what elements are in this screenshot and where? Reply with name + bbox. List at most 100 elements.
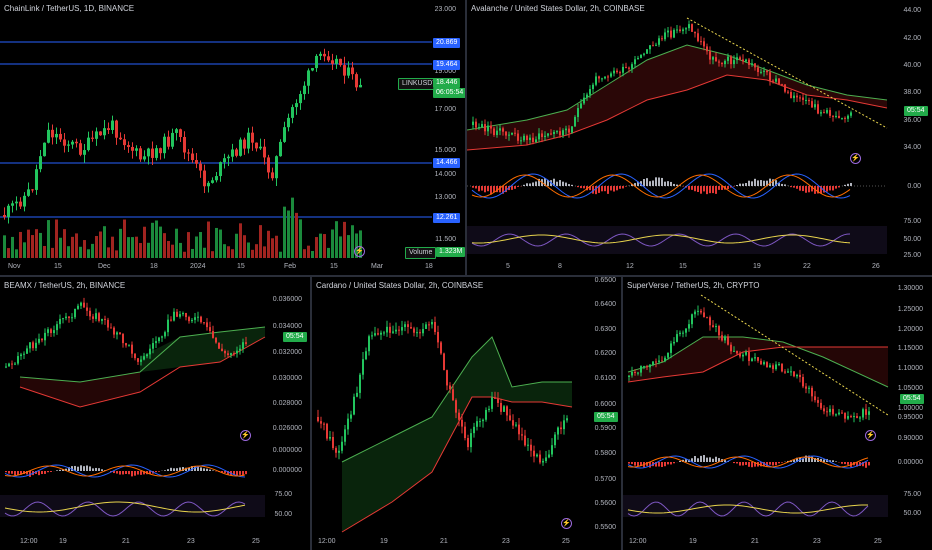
- flash-icon[interactable]: ⚡: [561, 518, 572, 529]
- price-axis-label: 36.00: [903, 117, 921, 124]
- candle: [211, 180, 214, 183]
- flash-icon[interactable]: ⚡: [850, 153, 861, 164]
- candle: [135, 148, 138, 151]
- flash-icon[interactable]: ⚡: [354, 246, 365, 257]
- macd-bar: [715, 456, 717, 462]
- price-chart[interactable]: [467, 0, 932, 275]
- chart-pane-sxp[interactable]: SuperVerse / TetherUS, 2h, CRYPTO 1.3000…: [623, 277, 932, 550]
- macd-bar: [697, 186, 699, 193]
- candle: [787, 91, 789, 93]
- level-tag[interactable]: 19.464: [433, 60, 461, 70]
- price-chart[interactable]: [623, 277, 932, 550]
- chart-pane-avax[interactable]: Avalanche / United States Dollar, 2h, CO…: [467, 0, 932, 275]
- volume-bar: [39, 232, 42, 258]
- macd-bar: [835, 461, 837, 462]
- candle: [484, 124, 486, 132]
- macd-bar: [865, 462, 867, 468]
- macd-bar: [829, 186, 831, 191]
- time-axis-label: Nov: [8, 263, 21, 270]
- candle: [259, 146, 262, 149]
- macd-bar: [841, 462, 843, 464]
- level-tag[interactable]: 20.869: [433, 38, 461, 48]
- macd-bar: [844, 462, 846, 465]
- flash-icon[interactable]: ⚡: [865, 430, 876, 441]
- pane-divider[interactable]: [0, 275, 932, 277]
- symbol-title[interactable]: Avalanche / United States Dollar, 2h, CO…: [471, 4, 645, 13]
- pane-divider[interactable]: [465, 0, 467, 275]
- candle: [31, 189, 34, 191]
- candle: [101, 318, 103, 321]
- candle: [667, 352, 669, 358]
- pane-divider[interactable]: [621, 277, 623, 550]
- candle: [231, 149, 234, 157]
- symbol-title[interactable]: BEAMX / TetherUS, 2h, BINANCE: [4, 281, 126, 290]
- candle: [832, 408, 834, 415]
- chart-pane-beamx[interactable]: BEAMX / TetherUS, 2h, BINANCE 0.036000 0…: [0, 277, 310, 550]
- candle: [640, 54, 642, 58]
- candle: [404, 324, 406, 328]
- volume-bar: [91, 243, 94, 258]
- volume-value: 1.323M: [436, 247, 465, 257]
- macd-bar: [742, 462, 744, 466]
- candle: [23, 195, 26, 207]
- price-chart[interactable]: [0, 0, 465, 275]
- volume-bar: [79, 246, 82, 258]
- volume-bar: [75, 233, 78, 258]
- macd-bar: [71, 466, 73, 471]
- symbol-title[interactable]: Cardano / United States Dollar, 2h, COIN…: [316, 281, 484, 290]
- volume-bar: [187, 232, 190, 258]
- symbol-title[interactable]: ChainLink / TetherUS, 1D, BINANCE: [4, 4, 135, 13]
- symbol-title[interactable]: SuperVerse / TetherUS, 2h, CRYPTO: [627, 281, 760, 290]
- volume-bar: [207, 221, 210, 258]
- candle: [679, 332, 681, 335]
- candle: [215, 337, 217, 343]
- level-tag[interactable]: 12.261: [433, 213, 461, 223]
- candle: [251, 132, 254, 143]
- candle: [847, 115, 849, 119]
- candle: [511, 132, 513, 135]
- candle: [556, 131, 558, 133]
- macd-bar: [194, 466, 196, 471]
- volume-bar: [11, 236, 14, 258]
- macd-bar: [616, 186, 618, 191]
- volume-bar: [175, 228, 178, 258]
- candle: [592, 84, 594, 90]
- volume-bar: [271, 238, 274, 258]
- candle: [227, 156, 230, 159]
- candle: [212, 331, 214, 338]
- macd-bar: [676, 184, 678, 186]
- time-axis-label: 15: [330, 263, 338, 270]
- chart-pane-link[interactable]: ChainLink / TetherUS, 1D, BINANCE 23.000…: [0, 0, 465, 275]
- macd-bar: [47, 471, 49, 473]
- macd-bar: [649, 181, 651, 186]
- volume-bar: [87, 249, 90, 258]
- volume-bar: [195, 236, 198, 258]
- price-chart[interactable]: [0, 277, 310, 550]
- candle: [233, 353, 235, 355]
- macd-bar: [637, 462, 639, 467]
- macd-bar: [62, 469, 64, 471]
- flash-icon[interactable]: ⚡: [240, 430, 251, 441]
- price-chart[interactable]: [312, 277, 621, 550]
- candle: [670, 30, 672, 38]
- macd-bar: [814, 457, 816, 462]
- candle: [356, 392, 358, 397]
- time-axis-label: 25: [252, 538, 260, 545]
- price-axis-label: 14.000: [434, 171, 456, 178]
- candle: [823, 112, 825, 114]
- macd-bar: [68, 467, 70, 471]
- macd-bar: [658, 177, 660, 186]
- macd-bar: [80, 465, 82, 471]
- level-tag[interactable]: 14.466: [433, 158, 461, 168]
- macd-bar: [856, 462, 858, 467]
- macd-axis-label: 0.000000: [272, 467, 302, 474]
- ichimoku-cloud: [467, 45, 887, 150]
- chart-pane-ada[interactable]: Cardano / United States Dollar, 2h, COIN…: [312, 277, 621, 550]
- macd-bar: [203, 468, 205, 471]
- candle: [529, 137, 531, 141]
- price-axis-label: 0.5900: [594, 425, 616, 432]
- candle: [778, 78, 780, 85]
- price-axis-label: 19.000: [434, 68, 456, 75]
- pane-divider[interactable]: [310, 277, 312, 550]
- candle: [667, 30, 669, 33]
